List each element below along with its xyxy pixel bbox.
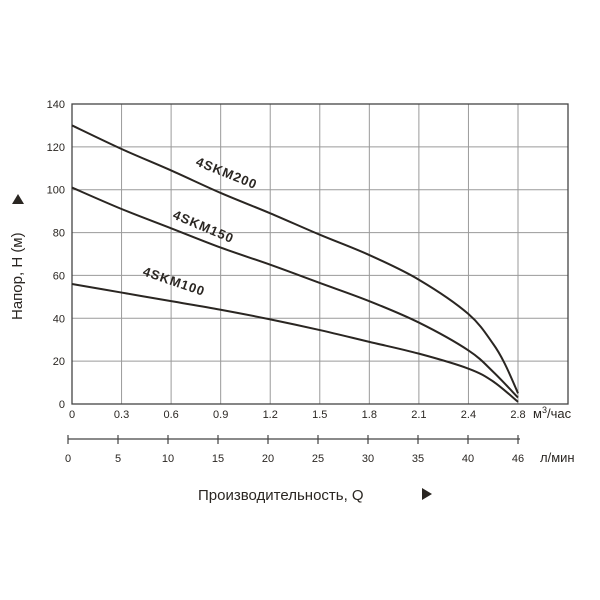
y-tick-label: 80 <box>53 228 65 240</box>
x-secondary-tick-label: 30 <box>362 453 374 465</box>
y-tick-label: 140 <box>47 99 65 111</box>
x-primary-tick-label: 0.6 <box>163 409 178 421</box>
y-tick-label: 60 <box>53 270 65 282</box>
x-secondary-tick-label: 5 <box>115 453 121 465</box>
x-primary-tick-label: 0 <box>69 409 75 421</box>
series-label-4skm100: 4SKM100 <box>141 264 207 299</box>
y-tick-label: 120 <box>47 142 65 154</box>
x-secondary-tick-label: 10 <box>162 453 174 465</box>
y-axis-arrow-icon <box>12 194 24 204</box>
x-secondary-tick-label: 15 <box>212 453 224 465</box>
series-curve-4skm150 <box>71 186 519 399</box>
series-curve-4skm100 <box>71 283 519 403</box>
x-secondary-unit: л/мин <box>540 450 575 465</box>
series-curve-4skm200 <box>71 124 519 394</box>
x-primary-tick-label: 2.8 <box>510 409 525 421</box>
x-axis-title: Производительность, Q <box>198 487 364 504</box>
y-tick-label: 0 <box>59 399 65 411</box>
gridlines <box>71 103 568 405</box>
x-primary-tick-label: 1.8 <box>362 409 377 421</box>
x-axis-arrow-icon <box>422 488 432 500</box>
x-secondary-tick-label: 25 <box>312 453 324 465</box>
x-primary-tick-label: 0.9 <box>213 409 228 421</box>
x-primary-tick-label: 2.4 <box>461 409 476 421</box>
x-primary-tick-labels: 0 0.3 0.6 0.9 1.2 1.5 1.8 2.1 2.4 2.8 <box>69 409 526 421</box>
x-secondary-tick-label: 46 <box>512 453 524 465</box>
x-primary-tick-label: 0.3 <box>114 409 129 421</box>
y-tick-label: 40 <box>53 313 65 325</box>
y-axis-title: Напор, Н (м) <box>9 232 26 320</box>
y-tick-labels: 0 20 40 60 80 100 120 140 <box>47 99 65 411</box>
x-secondary-tick-labels: 0 5 10 15 20 25 30 35 40 46 <box>65 435 524 465</box>
x-secondary-tick-label: 35 <box>412 453 424 465</box>
x-secondary-tick-label: 40 <box>462 453 474 465</box>
x-primary-unit: м3/час <box>533 405 572 421</box>
x-secondary-tick-label: 20 <box>262 453 274 465</box>
x-primary-tick-label: 1.5 <box>312 409 327 421</box>
series-curves <box>71 124 519 403</box>
plot-frame <box>71 103 569 405</box>
y-tick-label: 20 <box>53 356 65 368</box>
y-tick-label: 100 <box>47 185 65 197</box>
x-primary-tick-label: 1.2 <box>263 409 278 421</box>
x-primary-tick-label: 2.1 <box>411 409 426 421</box>
x-secondary-tick-label: 0 <box>65 453 71 465</box>
